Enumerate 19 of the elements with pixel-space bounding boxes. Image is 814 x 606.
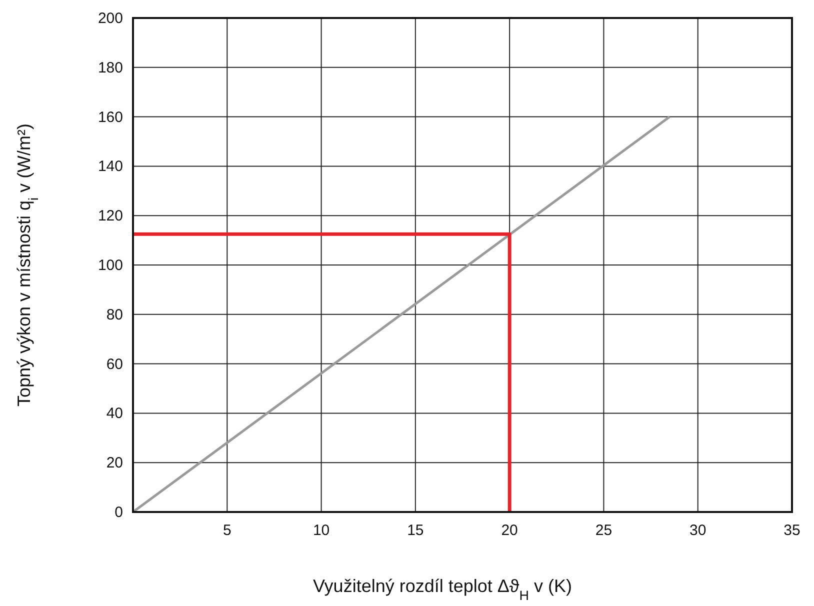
x-tick-label: 20 [501, 522, 518, 539]
y-tick-label: 0 [114, 504, 123, 521]
x-tick-label: 30 [690, 522, 706, 539]
y-tick-label: 100 [98, 257, 123, 274]
x-tick-label: 15 [407, 522, 424, 539]
y-tick-label: 180 [98, 59, 123, 76]
y-tick-label: 80 [106, 306, 123, 324]
x-tick-label: 5 [222, 522, 232, 539]
y-tick-label: 40 [106, 405, 123, 422]
x-tick-label: 10 [312, 522, 330, 539]
x-tick-label: 35 [784, 522, 800, 539]
y-tick-label: 120 [98, 208, 123, 225]
y-tick-label: 60 [106, 356, 123, 373]
x-tick-label: 25 [595, 522, 612, 539]
y-tick-label: 20 [106, 454, 123, 472]
x-axis-title: Využitelný rozdíl teplot Δϑ$_{H}$ v (K) [312, 576, 572, 602]
y-tick-label: 200 [98, 10, 123, 27]
y-tick-label: 140 [98, 158, 123, 176]
y-tick-label: 160 [98, 108, 123, 126]
